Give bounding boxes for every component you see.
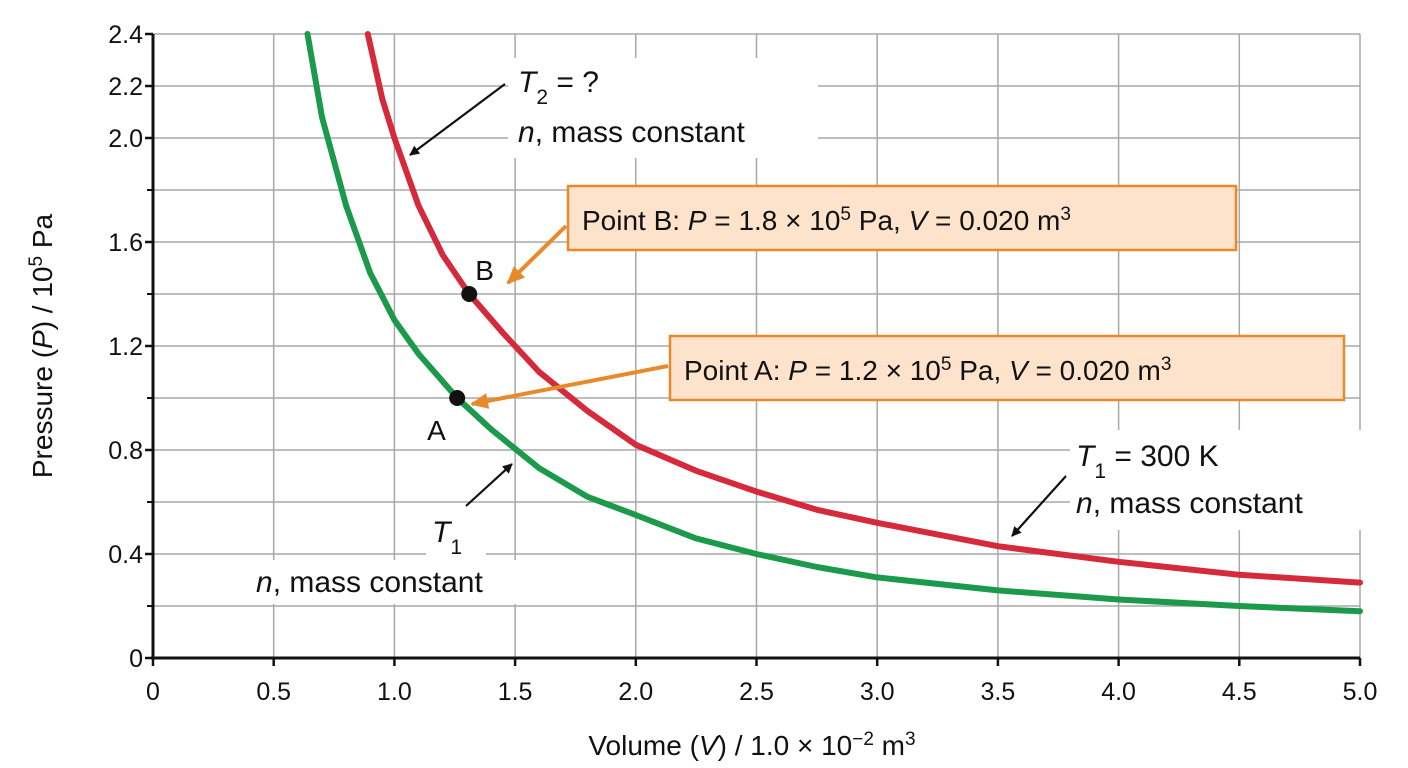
y-tick-label-5: 2.0 [108,125,143,153]
series-line-0 [304,31,1363,615]
svg-text:T1 = 300 K: T1 = 300 K [1076,440,1219,483]
x-tick-label-1: 0.5 [256,678,291,706]
y-tick-label-7: 2.4 [108,21,143,49]
series-line-1 [364,31,1363,586]
svg-text:Point A: P = 1.2 × 105 Pa, V =: Point A: P = 1.2 × 105 Pa, V = 0.020 m3 [684,354,1171,387]
tick-labels: 0 0.5 1.0 1.5 2.0 2.5 3.0 3.5 4.0 4.5 5.0 0 0.4 0.8 1.… [108,21,1377,706]
point-a [449,390,466,406]
x-axis-title: Volume (V) / 1.0 × 10−2 m3 [588,729,915,762]
x-tick-label-5: 2.5 [739,678,774,706]
svg-text:n, mass constant: n, mass constant [1076,487,1303,520]
y-tick-label-3: 1.2 [108,333,143,361]
callout-point-a: Point A: P = 1.2 × 105 Pa, V = 0.020 m3 [470,334,1346,409]
annotation-t1-right: T1 = 300 K n, mass constant [1011,430,1366,537]
y-axis-title: Pressure (P) / 105 Pa [26,213,59,478]
svg-text:T1: T1 [432,516,462,559]
axes [145,32,1362,666]
arrow-point-a [470,364,669,409]
svg-text:n, mass constant: n, mass constant [518,116,745,149]
point-label-a: A [427,415,446,446]
x-tick-label-9: 4.5 [1222,678,1257,706]
svg-text:T2 = ?: T2 = ? [518,66,599,109]
point-b [461,286,478,302]
arrow-point-b [506,224,568,285]
arrow-t1-right [1011,475,1067,537]
point-label-b: B [475,255,494,286]
callout-point-b: Point B: P = 1.8 × 105 Pa, V = 0.020 m3 [506,184,1238,285]
x-tick-label-7: 3.5 [981,678,1016,706]
y-tick-label-2: 0.8 [108,437,143,465]
x-tick-label-4: 2.0 [618,678,653,706]
svg-text:n, mass constant: n, mass constant [256,566,483,599]
x-tick-label-3: 1.5 [498,678,533,706]
curves [304,31,1363,615]
x-tick-label-2: 1.0 [377,678,412,706]
x-tick-label-10: 5.0 [1343,678,1378,706]
arrow-t2 [409,83,506,156]
annotation-t1-left: T1 n, mass constant [250,463,550,604]
annotation-t2: T2 = ? n, mass constant [409,58,818,158]
y-tick-label-4: 1.6 [108,229,143,257]
x-tick-label-0: 0 [146,678,160,706]
y-tick-label-1: 0.4 [108,541,143,569]
y-tick-label-0: 0 [129,645,143,673]
y-tick-label-6: 2.2 [108,73,143,101]
x-tick-label-6: 3.0 [860,678,895,706]
data-points: AB [427,255,494,446]
x-tick-label-8: 4.0 [1101,678,1136,706]
arrow-t1-left [465,463,513,507]
svg-text:Point B: P = 1.8 × 105 Pa, V =: Point B: P = 1.8 × 105 Pa, V = 0.020 m3 [582,204,1071,237]
